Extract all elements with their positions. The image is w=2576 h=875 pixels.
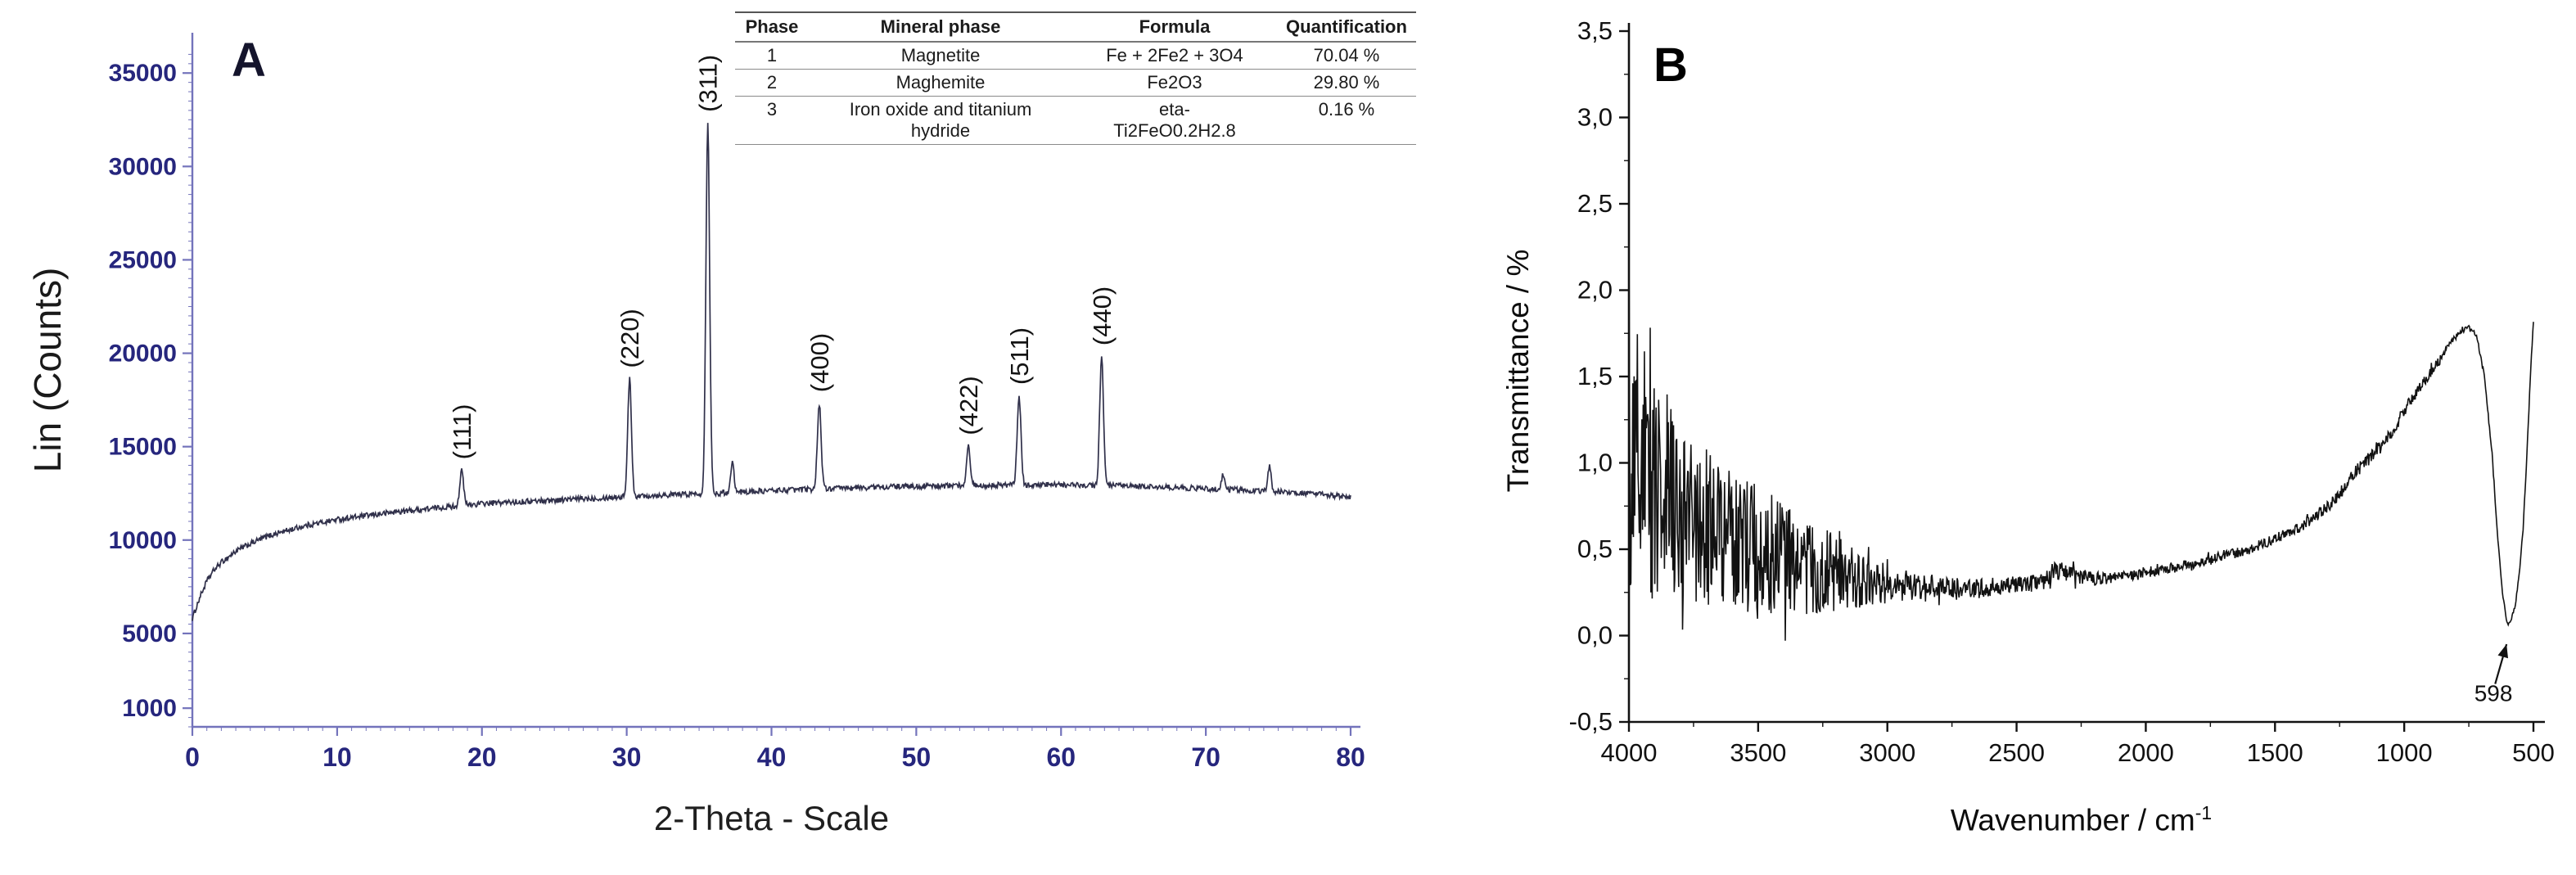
phase-quantification-table: Phase Mineral phase Formula Quantificati… <box>735 11 1416 145</box>
svg-text:3500: 3500 <box>1730 738 1786 767</box>
panel-b-label: B <box>1653 38 1689 92</box>
svg-text:500: 500 <box>2512 738 2555 767</box>
svg-text:(422): (422) <box>954 376 983 435</box>
cell-formula: Fe + 2Fe2 + 3O4 <box>1072 42 1277 70</box>
xrd-x-axis-title: 2-Theta - Scale <box>653 799 890 837</box>
svg-text:70: 70 <box>1191 742 1220 772</box>
svg-text:15000: 15000 <box>109 434 177 461</box>
ftir-x-axis-title: Wavenumber / cm-1 <box>1629 802 2533 837</box>
svg-text:3,5: 3,5 <box>1577 16 1613 45</box>
svg-text:-0,5: -0,5 <box>1569 707 1613 736</box>
xrd-y-axis-title: Lin (Counts) <box>26 267 69 473</box>
xrd-chart-svg: 1000 5000 10000 15000 20000 25000 30000 35000 0 1… <box>109 33 1365 772</box>
svg-text:1,5: 1,5 <box>1577 362 1613 390</box>
svg-text:598: 598 <box>2474 681 2513 706</box>
svg-text:3000: 3000 <box>1859 738 1915 767</box>
cell-quant: 70.04 % <box>1277 42 1416 70</box>
svg-text:20000: 20000 <box>109 341 177 368</box>
svg-text:2,0: 2,0 <box>1577 276 1613 304</box>
svg-text:80: 80 <box>1336 742 1365 772</box>
header-quantification: Quantification <box>1277 11 1416 43</box>
svg-text:1,0: 1,0 <box>1577 449 1613 477</box>
svg-text:1000: 1000 <box>122 695 177 722</box>
phase-table-row: 3 Iron oxide and titanium hydride eta- T… <box>735 96 1416 145</box>
svg-text:3,0: 3,0 <box>1577 103 1613 132</box>
ftir-panel: -0,5 0,0 0,5 1,0 1,5 2,0 2,5 3,0 3,5 4000 3500 3000… <box>1473 0 2576 875</box>
cell-phase: 2 <box>735 69 809 97</box>
svg-text:20: 20 <box>467 742 497 772</box>
svg-text:60: 60 <box>1046 742 1076 772</box>
svg-text:(440): (440) <box>1088 286 1117 345</box>
svg-text:25000: 25000 <box>109 246 177 273</box>
cell-mineral: Iron oxide and titanium hydride <box>809 96 1072 145</box>
cell-quant: 29.80 % <box>1277 69 1416 97</box>
svg-text:2500: 2500 <box>1988 738 2045 767</box>
svg-text:2,5: 2,5 <box>1577 189 1613 218</box>
svg-text:0,0: 0,0 <box>1577 621 1613 650</box>
svg-text:(400): (400) <box>805 333 834 392</box>
ftir-x-axis-title-superscript: -1 <box>2195 802 2213 823</box>
cell-phase: 3 <box>735 96 809 145</box>
header-mineral-phase: Mineral phase <box>809 11 1072 43</box>
svg-text:(311): (311) <box>694 55 723 112</box>
ftir-x-axis-title-text: Wavenumber / cm <box>1950 803 2195 837</box>
svg-text:(511): (511) <box>1005 327 1034 385</box>
header-phase: Phase <box>735 11 809 43</box>
ftir-chart-svg: -0,5 0,0 0,5 1,0 1,5 2,0 2,5 3,0 3,5 4000 3500 3000… <box>1569 16 2555 767</box>
svg-text:2000: 2000 <box>2118 738 2174 767</box>
cell-mineral: Magnetite <box>809 42 1072 70</box>
cell-formula: eta- Ti2FeO0.2H2.8 <box>1072 96 1277 145</box>
svg-text:1500: 1500 <box>2247 738 2303 767</box>
xrd-panel: 1000 5000 10000 15000 20000 25000 30000 35000 0 1… <box>26 11 1416 837</box>
cell-phase: 1 <box>735 42 809 70</box>
cell-mineral: Maghemite <box>809 69 1072 97</box>
phase-table-header-row: Phase Mineral phase Formula Quantificati… <box>735 11 1416 43</box>
cell-formula: Fe2O3 <box>1072 69 1277 97</box>
header-formula: Formula <box>1072 11 1277 43</box>
svg-text:30000: 30000 <box>109 153 177 180</box>
svg-text:30: 30 <box>612 742 642 772</box>
svg-text:0: 0 <box>185 742 200 772</box>
svg-text:35000: 35000 <box>109 60 177 87</box>
svg-text:1000: 1000 <box>2376 738 2433 767</box>
svg-text:0,5: 0,5 <box>1577 534 1613 563</box>
cell-quant: 0.16 % <box>1277 96 1416 145</box>
svg-text:10000: 10000 <box>109 527 177 554</box>
svg-text:(220): (220) <box>616 309 644 368</box>
svg-text:40: 40 <box>757 742 787 772</box>
svg-text:50: 50 <box>902 742 932 772</box>
phase-table-row: 2 Maghemite Fe2O3 29.80 % <box>735 69 1416 97</box>
phase-table-row: 1 Magnetite Fe + 2Fe2 + 3O4 70.04 % <box>735 42 1416 70</box>
svg-text:(111): (111) <box>448 404 476 460</box>
panel-a-label: A <box>232 34 267 87</box>
svg-text:5000: 5000 <box>122 620 177 647</box>
svg-text:10: 10 <box>323 742 352 772</box>
svg-text:4000: 4000 <box>1601 738 1658 767</box>
ftir-y-axis-title: Transmittance / % <box>1501 249 1535 493</box>
